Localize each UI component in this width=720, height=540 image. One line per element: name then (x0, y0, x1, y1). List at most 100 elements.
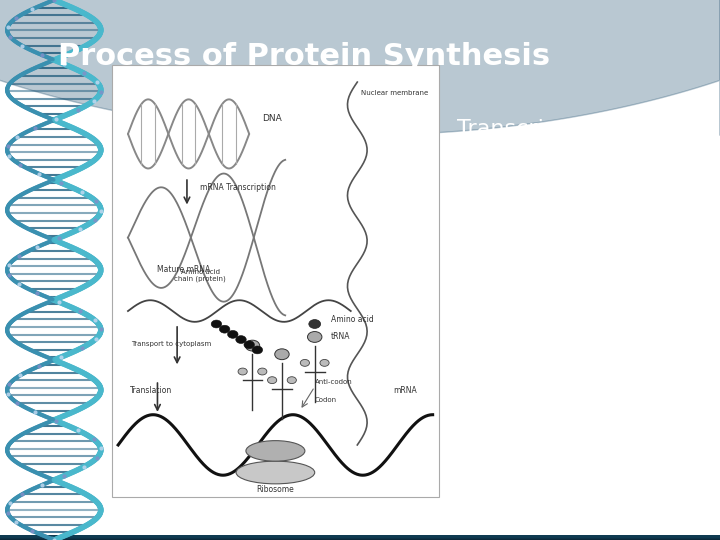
Bar (0, 537, 720, 539)
Bar (0, 537, 720, 539)
Bar (0, 537, 720, 539)
Text: Ribosome: Ribosome (256, 485, 294, 495)
Text: Nuclear membrane: Nuclear membrane (361, 90, 428, 96)
Bar (0, 536, 720, 539)
Bar (0, 536, 720, 539)
Bar (0, 535, 720, 538)
Bar (0, 536, 720, 538)
Bar (0, 536, 720, 539)
Bar (0, 535, 720, 538)
Text: Codon: Codon (315, 397, 337, 403)
Bar (0, 536, 720, 539)
Text: Transcription:: Transcription: (457, 119, 608, 139)
Bar (0, 535, 720, 538)
Bar (0, 537, 720, 539)
Circle shape (258, 368, 267, 375)
Bar (0, 535, 720, 538)
Bar (0, 536, 720, 539)
Bar (0, 536, 720, 538)
Bar (0, 535, 720, 538)
Text: DNA → mRNA
(in nucleus): DNA → mRNA (in nucleus) (457, 173, 580, 217)
Bar (0, 537, 720, 540)
Bar (0, 537, 720, 539)
Bar (0, 537, 720, 539)
Bar (0, 537, 720, 539)
Bar (0, 536, 720, 539)
Bar (0, 535, 720, 538)
Bar (0, 537, 720, 540)
Bar (0, 536, 720, 538)
Bar (0, 537, 720, 539)
Bar (0, 536, 720, 538)
Bar (0, 537, 720, 540)
Bar (0, 535, 720, 538)
Bar (0, 537, 720, 539)
Bar (0, 537, 720, 540)
Text: Amino acid: Amino acid (331, 315, 374, 324)
Bar (0, 536, 720, 539)
Bar (0, 537, 720, 539)
Bar (0, 536, 720, 539)
Bar (0, 535, 720, 538)
Bar (0, 535, 720, 538)
Bar (0, 536, 720, 538)
Bar (0, 536, 720, 538)
Bar (0, 537, 720, 540)
Bar (0, 536, 720, 538)
Text: mRNA Transcription: mRNA Transcription (200, 183, 276, 192)
Bar (0, 536, 720, 538)
Bar (0, 537, 720, 539)
Bar (0, 535, 720, 538)
Circle shape (268, 377, 276, 383)
Bar (0, 537, 720, 539)
Bar (0, 537, 720, 539)
Bar (0, 536, 720, 538)
Bar (0, 536, 720, 539)
Bar (0, 535, 720, 537)
Bar (0, 535, 720, 538)
Bar (0, 535, 720, 538)
Bar (0, 536, 720, 539)
Bar (0, 535, 720, 537)
Bar (0, 535, 720, 538)
Circle shape (252, 346, 263, 354)
Bar (0, 536, 720, 539)
Bar (0, 535, 720, 538)
Bar (0, 537, 720, 539)
Circle shape (220, 325, 230, 333)
Bar (0, 537, 720, 540)
Bar (0, 536, 720, 538)
Bar (0, 535, 720, 537)
Bar (0, 537, 720, 540)
Bar (0, 537, 720, 539)
Circle shape (211, 320, 222, 328)
Bar (0, 536, 720, 538)
Bar (0, 537, 720, 539)
Bar (0, 535, 720, 537)
Bar (0, 537, 720, 539)
Bar (0, 535, 720, 538)
Bar (0, 535, 720, 538)
Bar (0, 536, 720, 539)
Bar (0, 536, 720, 538)
Bar (0, 536, 720, 538)
Circle shape (228, 330, 238, 338)
Bar (0, 537, 720, 539)
Bar (0, 535, 720, 537)
Bar (0, 536, 720, 539)
Bar (0, 535, 720, 537)
Bar (0, 536, 720, 539)
Bar (0, 536, 720, 539)
Bar (0, 536, 720, 539)
Bar (112, 65, 439, 497)
Bar (0, 535, 720, 538)
Bar (0, 536, 720, 539)
Bar (0, 535, 720, 537)
Bar (0, 536, 720, 538)
Bar (0, 535, 720, 537)
Bar (0, 537, 720, 539)
Bar (0, 537, 720, 540)
Text: tRNA: tRNA (331, 333, 351, 341)
Bar (0, 536, 720, 538)
Text: Process of Protein Synthesis: Process of Protein Synthesis (58, 42, 550, 71)
